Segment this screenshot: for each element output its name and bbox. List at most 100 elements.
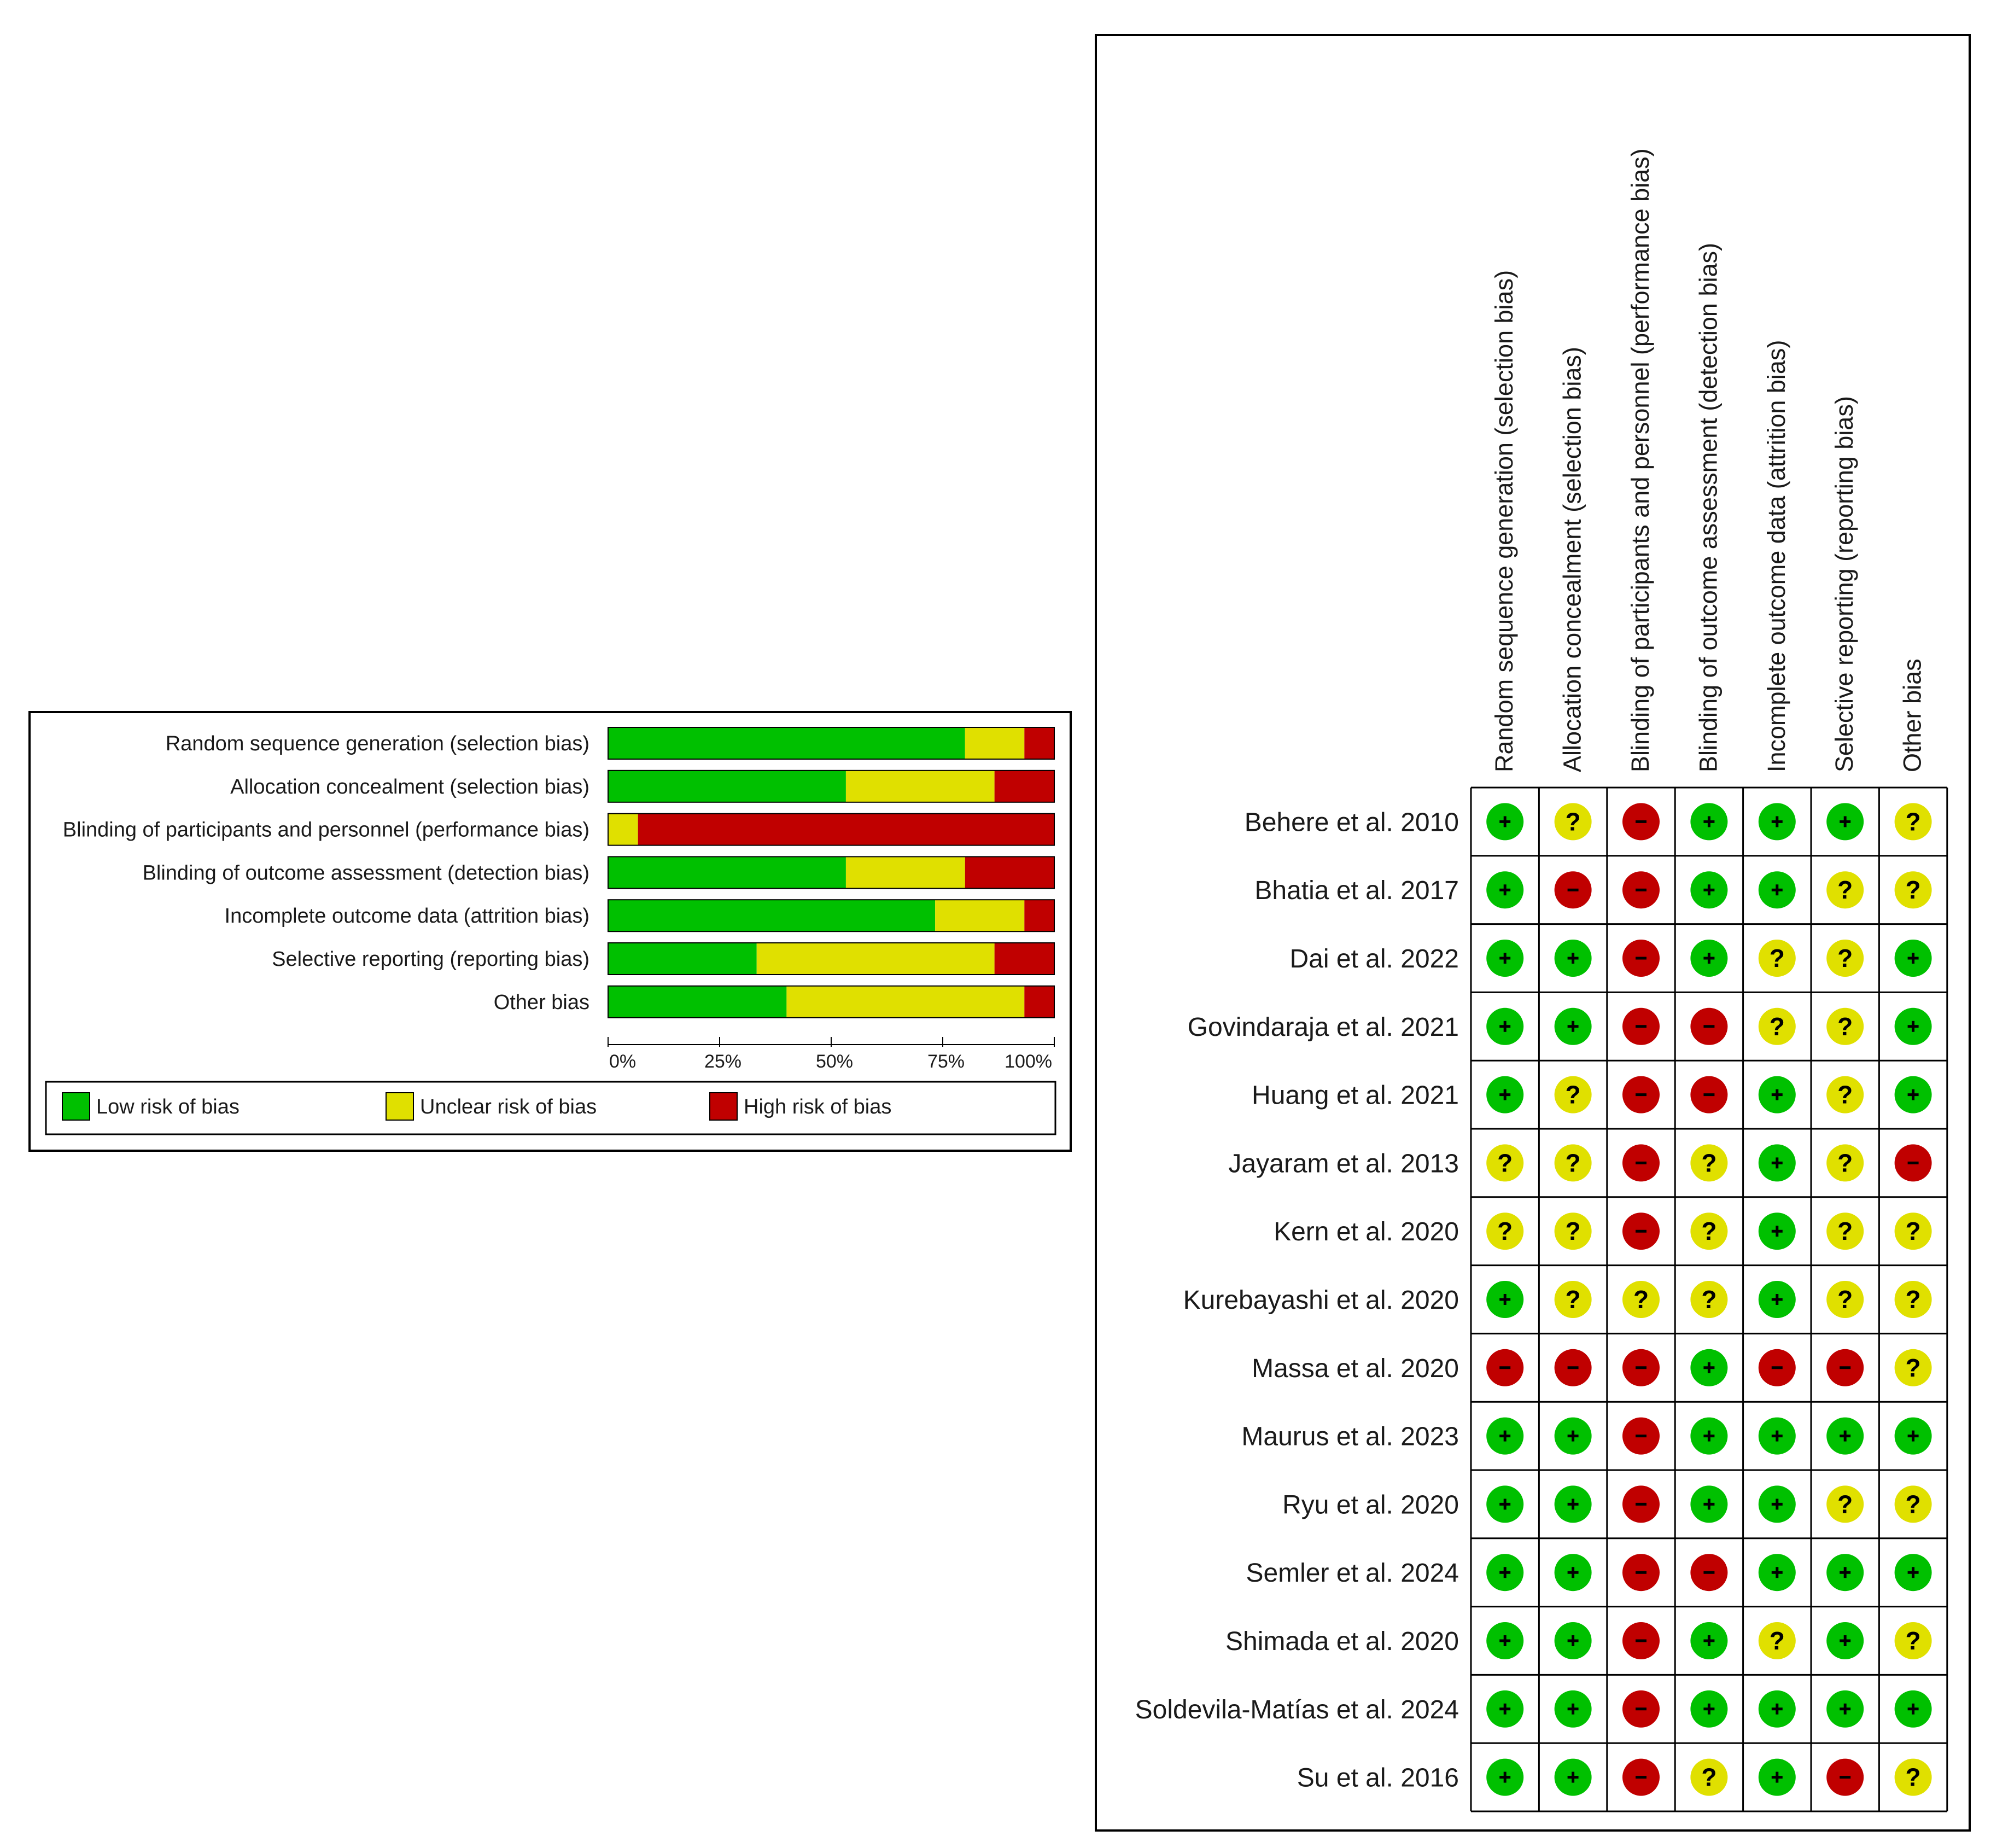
- judgement-low: [1758, 1144, 1796, 1182]
- bar-segment-low: [608, 770, 846, 802]
- question-icon: ?: [1906, 1763, 1921, 1792]
- bar-outline: [608, 856, 1055, 889]
- bar-outline: [608, 985, 1055, 1018]
- judgement-low: [1758, 803, 1796, 841]
- question-icon: ?: [1837, 1081, 1853, 1109]
- judgement-low: [1486, 871, 1524, 909]
- bar-segment-high: [965, 856, 1054, 889]
- bar-segment-high: [638, 813, 1054, 846]
- graph-domain-labels: Random sequence generation (selection bi…: [63, 732, 589, 1014]
- judgement-low: [1690, 1349, 1728, 1386]
- question-icon: ?: [1906, 876, 1921, 904]
- judgement-high: [1622, 1758, 1660, 1796]
- question-icon: ?: [1770, 1627, 1785, 1655]
- study-label: Soldevila-Matías et al. 2024: [1135, 1695, 1459, 1724]
- summary-column-header: Blinding of participants and personnel (…: [1626, 148, 1654, 772]
- graph-domain-label: Allocation concealment (selection bias): [230, 776, 589, 798]
- judgement-unclear: ?: [1690, 1758, 1728, 1796]
- judgement-low: [1826, 1417, 1864, 1455]
- question-icon: ?: [1837, 876, 1853, 904]
- x-tick-label: 0%: [609, 1051, 636, 1072]
- x-tick-label: 100%: [1005, 1051, 1052, 1072]
- question-icon: ?: [1906, 1354, 1921, 1382]
- study-label: Govindaraja et al. 2021: [1188, 1013, 1459, 1042]
- judgement-circle: [1894, 803, 1932, 841]
- judgement-low: [1554, 1007, 1592, 1045]
- bar-segment-unclear: [756, 943, 995, 975]
- judgement-high: [1690, 1007, 1728, 1045]
- judgement-circle: [1826, 871, 1864, 909]
- judgement-circle: [1486, 1212, 1524, 1250]
- judgement-low: [1690, 940, 1728, 977]
- judgement-high: [1894, 1144, 1932, 1182]
- judgement-circle: [1622, 1281, 1660, 1318]
- judgement-low: [1894, 940, 1932, 977]
- study-label: Ryu et al. 2020: [1282, 1490, 1459, 1519]
- judgement-low: [1826, 803, 1864, 841]
- judgement-high: [1622, 940, 1660, 977]
- judgement-high: [1622, 803, 1660, 841]
- bar-outline: [608, 942, 1055, 975]
- judgement-low: [1690, 1690, 1728, 1728]
- question-icon: ?: [1701, 1763, 1716, 1792]
- bar-segment-high: [1024, 986, 1054, 1018]
- summary-column-header: Random sequence generation (selection bi…: [1490, 270, 1518, 772]
- judgement-circle: [1554, 1076, 1592, 1114]
- summary-column-headers: Random sequence generation (selection bi…: [1490, 148, 1926, 772]
- judgement-circle: [1826, 1485, 1864, 1523]
- judgement-high: [1826, 1758, 1864, 1796]
- judgement-circle: [1690, 1281, 1728, 1318]
- judgement-circle: [1554, 1144, 1592, 1182]
- judgement-unclear: ?: [1486, 1144, 1524, 1182]
- question-icon: ?: [1837, 1217, 1853, 1245]
- judgement-unclear: ?: [1826, 1007, 1864, 1045]
- judgement-unclear: ?: [1554, 1281, 1592, 1318]
- judgement-high: [1622, 1622, 1660, 1659]
- study-label: Shimada et al. 2020: [1225, 1627, 1459, 1656]
- judgement-low: [1486, 1622, 1524, 1659]
- bar-segment-unclear: [786, 986, 1025, 1018]
- bar-outline: [608, 769, 1055, 803]
- judgement-high: [1622, 1349, 1660, 1386]
- judgement-high: [1826, 1349, 1864, 1386]
- judgement-high: [1622, 871, 1660, 909]
- judgement-unclear: ?: [1690, 1281, 1728, 1318]
- judgement-low: [1826, 1690, 1864, 1728]
- judgement-circle: [1894, 1349, 1932, 1386]
- risk-of-bias-summary: Random sequence generation (selection bi…: [1095, 34, 1971, 1832]
- study-label: Kurebayashi et al. 2020: [1183, 1286, 1459, 1315]
- question-icon: ?: [1633, 1285, 1649, 1314]
- judgement-low: [1826, 1622, 1864, 1659]
- question-icon: ?: [1701, 1285, 1716, 1314]
- judgement-low: [1758, 1212, 1796, 1250]
- bar-segment-unclear: [845, 770, 995, 802]
- judgement-low: [1690, 1485, 1728, 1523]
- judgement-low: [1690, 1417, 1728, 1455]
- judgement-low: [1894, 1554, 1932, 1592]
- judgement-circle: [1894, 871, 1932, 909]
- judgement-unclear: ?: [1554, 1144, 1592, 1182]
- graph-x-axis: 0% 25% 50% 75% 100%: [608, 1037, 1055, 1072]
- judgement-low: [1758, 1485, 1796, 1523]
- judgement-low: [1894, 1690, 1932, 1728]
- judgement-low: [1758, 1758, 1796, 1796]
- study-label: Jayaram et al. 2013: [1228, 1149, 1459, 1178]
- judgement-circle: [1894, 1485, 1932, 1523]
- question-icon: ?: [1701, 1149, 1716, 1177]
- graph-domain-label: Other bias: [494, 991, 589, 1014]
- judgement-high: [1622, 1007, 1660, 1045]
- bar-segment-low: [608, 900, 936, 932]
- judgement-unclear: ?: [1554, 1076, 1592, 1114]
- judgement-circle: [1894, 1758, 1932, 1796]
- judgement-circle: [1690, 1144, 1728, 1182]
- question-icon: ?: [1906, 1627, 1921, 1655]
- legend-box: [45, 1081, 1056, 1135]
- judgement-low: [1486, 1485, 1524, 1523]
- judgement-low: [1486, 940, 1524, 977]
- judgement-circle: [1486, 1144, 1524, 1182]
- judgement-low: [1554, 1622, 1592, 1659]
- question-icon: ?: [1566, 807, 1581, 836]
- question-icon: ?: [1906, 1490, 1921, 1518]
- judgement-circle: [1554, 1281, 1592, 1318]
- summary-column-header: Blinding of outcome assessment (detectio…: [1694, 243, 1722, 772]
